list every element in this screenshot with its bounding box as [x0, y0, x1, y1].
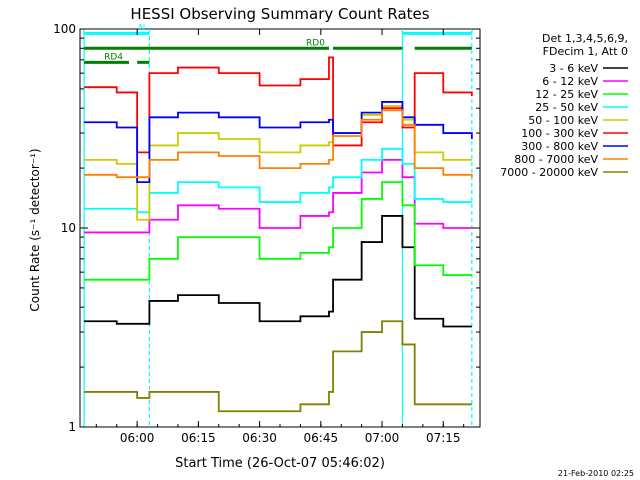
- flag-bars: N RD0 RD4: [84, 23, 472, 64]
- x-axis-label: Start Time (26-Oct-07 05:46:02): [175, 456, 385, 471]
- series-line: [84, 215, 472, 328]
- flag-label: N: [139, 23, 146, 33]
- y-tick-label: 1: [68, 420, 76, 434]
- y-axis-ticks: 1 10 100: [53, 22, 480, 434]
- y-tick-label: 100: [53, 22, 76, 36]
- generated-timestamp: 21-Feb-2010 02:25: [557, 469, 634, 478]
- series-line: [84, 56, 473, 154]
- y-tick-label: 10: [61, 221, 76, 235]
- legend-label: 3 - 6 keV: [549, 62, 598, 75]
- series-line: [84, 320, 472, 413]
- y-axis-label: Count Rate (s⁻¹ detector⁻¹): [28, 148, 42, 311]
- legend-header-line-1: Det 1,3,4,5,6,9,: [542, 32, 628, 45]
- legend-label: 6 - 12 keV: [542, 75, 598, 88]
- legend-label: 7000 - 20000 keV: [500, 166, 598, 179]
- x-tick-label: 07:15: [426, 431, 461, 445]
- flag-label: RD0: [306, 38, 325, 48]
- legend: Det 1,3,4,5,6,9, FDecim 1, Att 0 3 - 6 k…: [500, 32, 628, 179]
- series-group: [84, 56, 473, 413]
- legend-label: 12 - 25 keV: [535, 88, 598, 101]
- legend-header-line-2: FDecim 1, Att 0: [543, 45, 628, 58]
- legend-label: 25 - 50 keV: [535, 101, 598, 114]
- x-tick-label: 06:30: [242, 431, 277, 445]
- x-tick-label: 07:00: [365, 431, 400, 445]
- x-tick-label: 06:45: [304, 431, 339, 445]
- legend-label: 100 - 300 keV: [521, 127, 598, 140]
- series-line: [84, 109, 473, 179]
- series-line: [84, 158, 472, 234]
- x-tick-label: 06:15: [181, 431, 216, 445]
- flag-label: RD4: [104, 52, 123, 62]
- series-line: [84, 181, 472, 281]
- legend-label: 50 - 100 keV: [528, 114, 598, 127]
- chart-title: HESSI Observing Summary Count Rates: [130, 5, 429, 23]
- x-tick-label: 06:00: [120, 431, 155, 445]
- x-axis-ticks: 06:00 06:15 06:30 06:45 07:00 07:15: [95, 29, 465, 445]
- series-line: [84, 101, 473, 184]
- series-line: [84, 147, 472, 214]
- legend-label: 800 - 7000 keV: [514, 153, 598, 166]
- legend-label: 300 - 800 keV: [521, 140, 598, 153]
